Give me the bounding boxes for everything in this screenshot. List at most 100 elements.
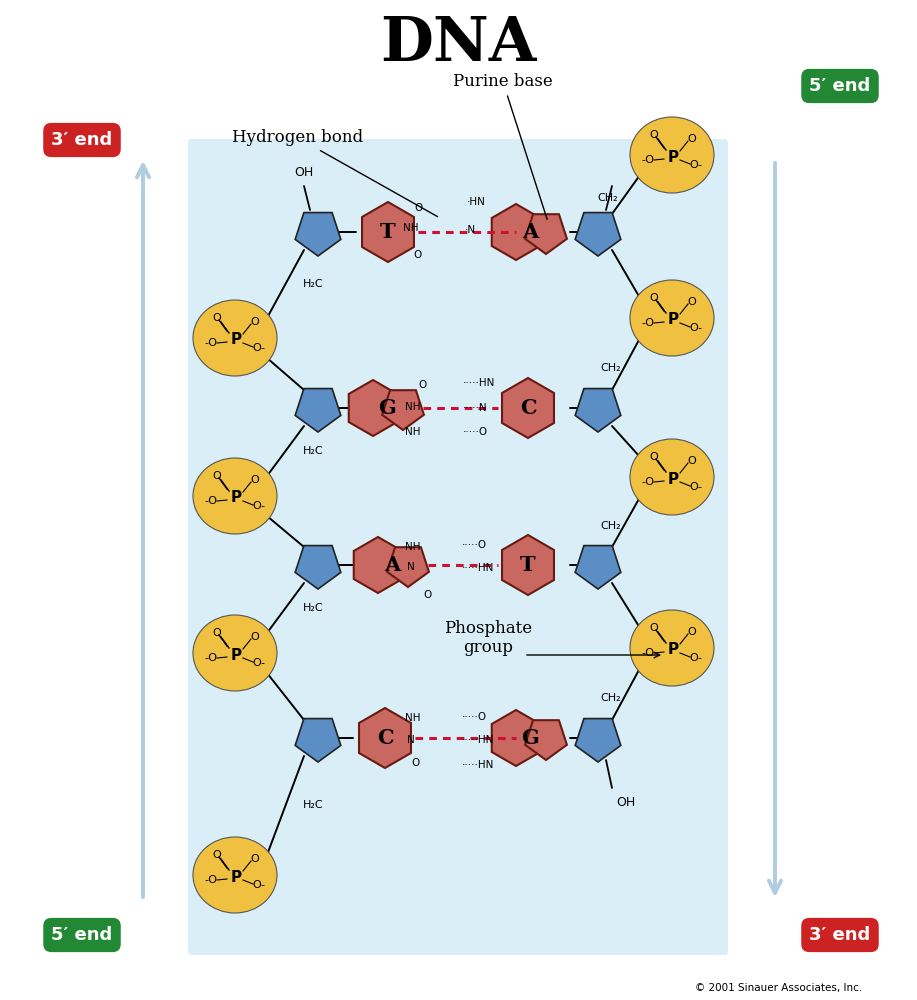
Text: 3′ end: 3′ end [51,131,113,149]
Text: CH₂: CH₂ [601,693,621,703]
Text: O-: O- [252,343,266,353]
Polygon shape [387,547,429,587]
Polygon shape [575,213,621,256]
Text: ·HN: ·HN [467,197,486,207]
Text: Hydrogen bond: Hydrogen bond [232,129,437,217]
Text: O: O [688,297,696,307]
Text: O: O [414,203,423,213]
Text: O-: O- [690,323,702,333]
Text: O: O [414,250,422,260]
Text: A: A [384,555,400,575]
Text: C: C [377,728,393,748]
Text: O-: O- [252,501,266,511]
Text: -O: -O [204,338,217,348]
Ellipse shape [630,610,714,686]
Text: 3′ end: 3′ end [810,926,870,944]
Polygon shape [359,708,411,768]
Text: ·····O: ·····O [463,427,488,437]
Text: O-: O- [252,658,266,668]
Text: NH: NH [403,223,418,233]
Text: O: O [213,471,221,481]
Text: NH: NH [404,542,420,552]
Polygon shape [492,204,540,260]
Ellipse shape [630,117,714,193]
Polygon shape [525,214,567,254]
Text: Purine base: Purine base [453,74,553,219]
Text: O-: O- [252,880,266,890]
Text: P: P [230,648,241,662]
Polygon shape [295,719,341,762]
Polygon shape [575,546,621,589]
Ellipse shape [193,615,277,691]
Text: O: O [649,130,658,140]
Polygon shape [575,719,621,762]
Text: O: O [213,313,221,323]
Text: ·····O: ·····O [462,540,487,550]
Polygon shape [492,710,540,766]
Text: CH₂: CH₂ [601,521,621,531]
Text: A: A [522,222,538,242]
Text: O-: O- [690,653,702,663]
Text: C: C [520,398,536,418]
Polygon shape [295,389,341,432]
Polygon shape [354,537,403,593]
Text: G: G [378,398,396,418]
Text: CH₂: CH₂ [597,193,618,203]
Text: O-: O- [690,160,702,170]
Text: P: P [668,643,679,658]
Text: O: O [649,452,658,462]
Ellipse shape [193,300,277,376]
Text: -O: -O [204,875,217,885]
Text: O: O [213,628,221,638]
Text: NH: NH [404,713,420,723]
Text: © 2001 Sinauer Associates, Inc.: © 2001 Sinauer Associates, Inc. [695,983,862,993]
Text: ·····HN: ·····HN [462,760,494,770]
Text: -O: -O [642,648,655,658]
Text: O: O [688,456,696,466]
Text: ·····HN: ·····HN [462,735,494,745]
Text: P: P [668,472,679,487]
Text: DNA: DNA [380,14,536,74]
Text: N: N [407,735,415,745]
Text: G: G [521,728,539,748]
Polygon shape [502,535,554,595]
Text: P: P [230,490,241,506]
Ellipse shape [630,280,714,356]
Text: CH₂: CH₂ [601,363,621,373]
Text: O: O [688,627,696,637]
Polygon shape [362,202,414,262]
Text: P: P [230,869,241,884]
Text: O: O [250,632,260,642]
Text: -O: -O [642,155,655,165]
Text: -O: -O [204,653,217,663]
Text: O: O [250,475,260,485]
Polygon shape [295,213,341,256]
Text: P: P [230,332,241,348]
Text: O: O [688,134,696,144]
Text: O: O [250,317,260,327]
Text: 5′ end: 5′ end [810,77,870,95]
Text: NH: NH [404,427,420,437]
Text: P: P [668,312,679,328]
Text: -O: -O [204,496,217,506]
Text: O-: O- [690,482,702,492]
Ellipse shape [193,458,277,534]
Text: 5′ end: 5′ end [51,926,113,944]
Text: ·····HN: ·····HN [462,563,494,573]
Text: O: O [649,623,658,633]
Text: H₂C: H₂C [303,800,324,810]
Ellipse shape [630,439,714,515]
Text: H₂C: H₂C [303,446,324,456]
Text: -O: -O [642,477,655,487]
Text: T: T [381,222,396,242]
Text: -O: -O [642,318,655,328]
Text: O: O [649,293,658,303]
Text: OH: OH [294,165,314,178]
Text: ·····N: ·····N [463,403,488,413]
Text: O: O [419,380,427,390]
Text: O: O [412,758,420,768]
Text: NH: NH [404,402,420,412]
Text: T: T [520,555,536,575]
Text: H₂C: H₂C [303,603,324,613]
Text: O: O [424,590,432,600]
